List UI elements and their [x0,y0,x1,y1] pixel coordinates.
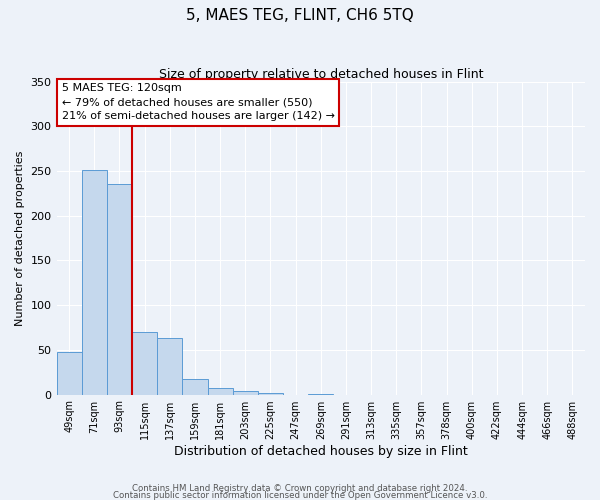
Bar [82,170,107,394]
Bar [208,388,233,394]
Bar [157,338,182,394]
Y-axis label: Number of detached properties: Number of detached properties [15,150,25,326]
Text: Contains HM Land Registry data © Crown copyright and database right 2024.: Contains HM Land Registry data © Crown c… [132,484,468,493]
Text: Contains public sector information licensed under the Open Government Licence v3: Contains public sector information licen… [113,491,487,500]
X-axis label: Distribution of detached houses by size in Flint: Distribution of detached houses by size … [174,444,467,458]
Bar [56,352,82,395]
Bar [182,380,208,394]
Title: Size of property relative to detached houses in Flint: Size of property relative to detached ho… [158,68,483,80]
Text: 5, MAES TEG, FLINT, CH6 5TQ: 5, MAES TEG, FLINT, CH6 5TQ [186,8,414,22]
Bar [258,393,283,394]
Bar [132,332,157,394]
Text: 5 MAES TEG: 120sqm
← 79% of detached houses are smaller (550)
21% of semi-detach: 5 MAES TEG: 120sqm ← 79% of detached hou… [62,83,335,121]
Bar [233,391,258,394]
Bar [107,184,132,394]
